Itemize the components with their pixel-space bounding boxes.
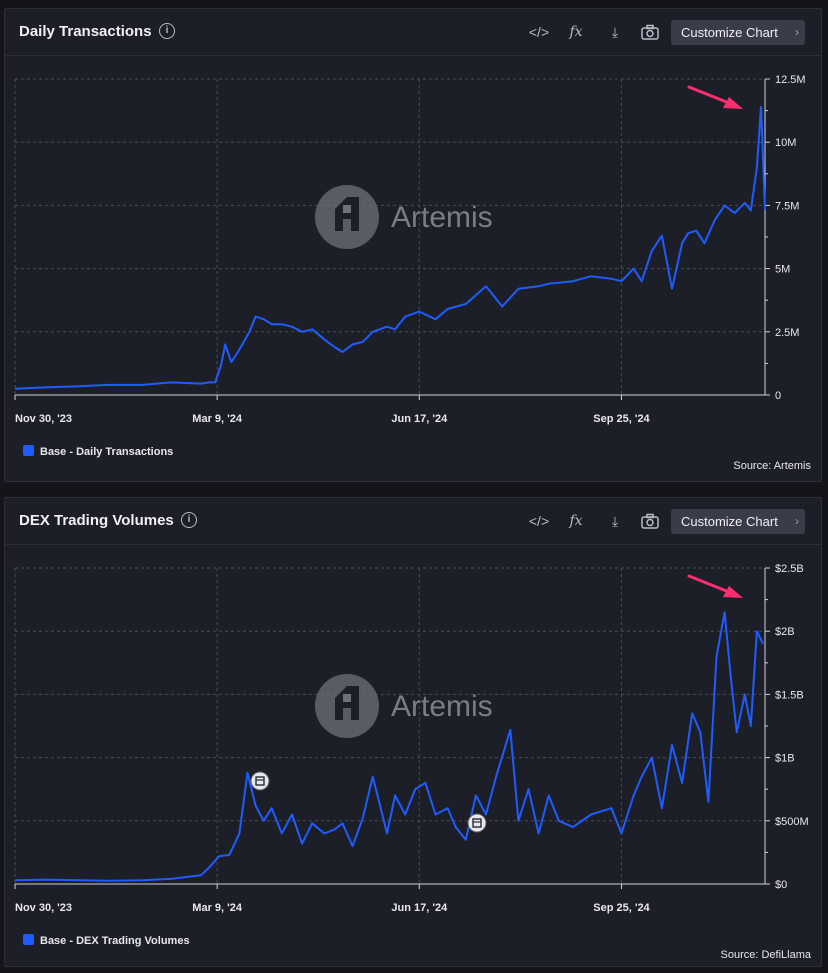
event-marker-bg xyxy=(467,813,487,833)
arrow-head xyxy=(723,586,743,598)
legend-item[interactable]: Base - DEX Trading Volumes xyxy=(23,934,190,947)
chart-header: Daily Transactions i </> fx ⤓ Customize … xyxy=(5,9,821,56)
y-tick-label: 0 xyxy=(775,390,781,402)
chart-title: DEX Trading Volumes xyxy=(19,512,174,529)
chart-panel-dex-trading-volumes: DEX Trading Volumes i </> fx ⤓ Customize… xyxy=(4,497,822,967)
artemis-watermark: Artemis xyxy=(315,674,493,738)
event-marker-bg xyxy=(250,771,270,791)
legend-swatch xyxy=(23,934,34,945)
chevron-right-icon: › xyxy=(795,25,799,39)
chart-plot-area: $0 $500M $1B $1.5B $2B $2.5B Nov 30, '23 Mar 9,… xyxy=(14,563,809,914)
y-tick-label: 12.5M xyxy=(775,74,806,86)
watermark-logo-mark xyxy=(335,686,359,720)
formula-icon[interactable]: fx xyxy=(569,24,583,40)
legend-label: Base - DEX Trading Volumes xyxy=(40,935,190,947)
chart-title: Daily Transactions xyxy=(19,23,152,40)
source-label: Source: DefiLlama xyxy=(720,949,812,961)
info-icon[interactable]: i xyxy=(159,23,175,39)
camera-icon[interactable] xyxy=(639,510,661,532)
x-tick-label: Jun 17, '24 xyxy=(391,413,448,425)
y-tick-label: $2.5B xyxy=(775,563,804,575)
event-marker-icon[interactable] xyxy=(467,813,487,833)
x-tick-label: Mar 9, '24 xyxy=(192,413,243,425)
customize-chart-label: Customize Chart xyxy=(681,25,778,40)
formula-icon[interactable]: fx xyxy=(569,513,583,529)
y-tick-label: $1.5B xyxy=(775,689,804,701)
chart-header: DEX Trading Volumes i </> fx ⤓ Customize… xyxy=(5,498,821,545)
y-tick-label: $1B xyxy=(775,753,795,765)
artemis-watermark: Artemis xyxy=(315,185,493,249)
customize-chart-label: Customize Chart xyxy=(681,514,778,529)
y-tick-label: 5M xyxy=(775,264,790,276)
x-tick-label: Jun 17, '24 xyxy=(391,902,448,914)
embed-code-icon[interactable]: </> xyxy=(528,513,550,529)
y-tick-label: $500M xyxy=(775,816,809,828)
x-tick-label: Nov 30, '23 xyxy=(15,413,72,425)
legend-item[interactable]: Base - Daily Transactions xyxy=(23,445,173,458)
download-icon[interactable]: ⤓ xyxy=(611,513,619,529)
download-icon[interactable]: ⤓ xyxy=(611,24,619,40)
y-tick-label: 10M xyxy=(775,137,796,149)
chevron-right-icon: › xyxy=(795,514,799,528)
watermark-text: Artemis xyxy=(391,690,493,723)
series-line xyxy=(14,611,764,882)
arrow-head xyxy=(723,97,743,109)
x-tick-label: Mar 9, '24 xyxy=(192,902,243,914)
y-tick-label: 7.5M xyxy=(775,200,799,212)
calendar-glyph xyxy=(472,818,482,828)
info-icon[interactable]: i xyxy=(181,512,197,528)
customize-chart-button[interactable]: Customize Chart › xyxy=(671,20,805,45)
arrow-shaft xyxy=(687,574,731,594)
watermark-logo-cutout xyxy=(343,694,351,702)
x-tick-label: Sep 25, '24 xyxy=(593,413,650,425)
annotation-arrow xyxy=(687,85,743,109)
legend-label: Base - Daily Transactions xyxy=(40,446,174,458)
y-tick-label: $0 xyxy=(775,879,787,891)
x-tick-label: Sep 25, '24 xyxy=(593,902,650,914)
event-marker-icon[interactable] xyxy=(250,771,270,791)
watermark-text: Artemis xyxy=(391,201,493,234)
annotation-arrow xyxy=(687,574,743,598)
y-tick-label: $2B xyxy=(775,626,795,638)
camera-icon[interactable] xyxy=(639,21,661,43)
customize-chart-button[interactable]: Customize Chart › xyxy=(671,509,805,534)
y-tick-label: 2.5M xyxy=(775,327,799,339)
embed-code-icon[interactable]: </> xyxy=(528,24,550,40)
legend-swatch xyxy=(23,445,34,456)
series-line xyxy=(14,105,766,390)
chart-plot-area: 0 2.5M 5M 7.5M 10M 12.5M Nov 30, '23 Mar 9, '24… xyxy=(14,74,806,425)
source-label: Source: Artemis xyxy=(733,460,811,472)
watermark-logo-cutout xyxy=(343,205,351,213)
chart-panel-daily-transactions: Daily Transactions i </> fx ⤓ Customize … xyxy=(4,8,822,482)
calendar-glyph xyxy=(255,776,265,786)
watermark-logo-mark xyxy=(335,197,359,231)
x-tick-label: Nov 30, '23 xyxy=(15,902,72,914)
arrow-shaft xyxy=(687,85,731,105)
